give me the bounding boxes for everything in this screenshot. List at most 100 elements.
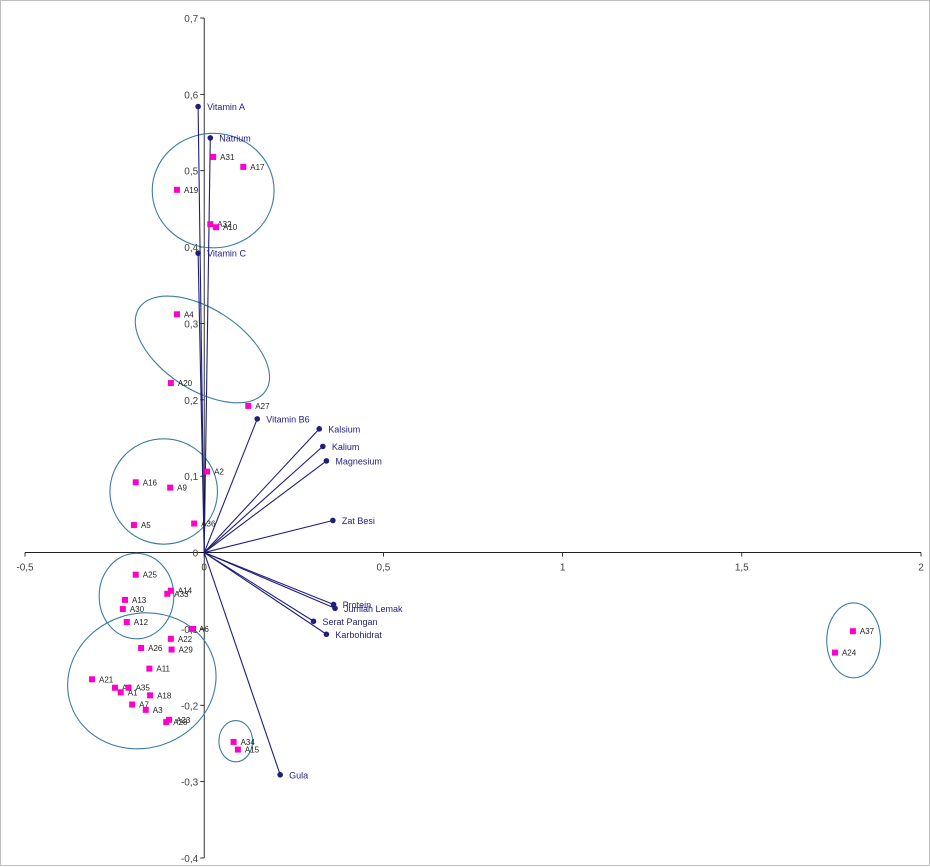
observation-label: A6 xyxy=(199,625,209,634)
observation-label: A3 xyxy=(153,706,163,715)
observation-point xyxy=(129,701,136,708)
x-tick-label: -0,5 xyxy=(16,563,34,574)
y-tick-label: 0,2 xyxy=(184,396,198,407)
observation-point xyxy=(240,163,247,170)
cluster-ellipse xyxy=(826,602,882,679)
observation-label: A28 xyxy=(173,718,188,727)
observation-point xyxy=(191,520,198,527)
observation-label: A14 xyxy=(178,587,193,596)
observation-point xyxy=(234,746,241,753)
observation-point xyxy=(132,479,139,486)
cluster-ellipse xyxy=(67,612,217,750)
observation-label: A4 xyxy=(184,310,194,319)
x-tick-labels: -0,5 0 0,5 1 1,5 2 xyxy=(16,563,924,574)
observation-point xyxy=(167,484,174,491)
variable-label: Protein xyxy=(343,600,372,610)
observation-label: A36 xyxy=(201,520,216,529)
y-tick-label: -0,2 xyxy=(181,701,199,712)
y-tick-label: 0,6 xyxy=(184,90,198,101)
variable-label: Natrium xyxy=(219,133,251,143)
y-tick-labels: 0,70,60,50,40,30,20,10-0,1-0,2-0,3-0,4 xyxy=(181,14,199,865)
observation-point xyxy=(146,665,153,672)
variable-point xyxy=(330,517,336,524)
variable-point xyxy=(332,605,338,612)
observation-point xyxy=(849,628,856,635)
observation-point xyxy=(117,689,124,696)
variable-label: Gula xyxy=(289,770,308,780)
axes xyxy=(24,17,922,859)
observation-label: A33 xyxy=(174,590,189,599)
cluster-ellipse xyxy=(218,719,254,763)
variable-vectors: Vitamin A Natrium Vitamin C Vitamin B6 Kalsi… xyxy=(195,102,403,780)
observation-label: A27 xyxy=(255,402,270,411)
variable-label: Karbohidrat xyxy=(335,630,382,640)
observation-point xyxy=(147,692,154,699)
observation-label: A25 xyxy=(143,571,158,580)
variable-vector xyxy=(203,445,324,553)
observation-label: A30 xyxy=(130,605,145,614)
observation-point xyxy=(125,684,132,691)
x-tick-label: 1 xyxy=(560,563,566,574)
observation-label: A29 xyxy=(179,646,194,655)
observation-point xyxy=(213,224,220,231)
observation-label: A5 xyxy=(141,521,151,530)
variable-point xyxy=(316,426,323,432)
cluster-ellipse xyxy=(151,132,275,249)
observation-point xyxy=(230,738,237,745)
variable-point xyxy=(320,443,326,450)
observation-point xyxy=(164,590,171,597)
cluster-ellipses xyxy=(67,132,882,763)
variable-vector xyxy=(204,519,333,554)
observation-point xyxy=(173,186,180,193)
variable-label: Zat Besi xyxy=(342,516,375,526)
observation-label: A26 xyxy=(148,644,163,653)
observation-point xyxy=(210,153,217,160)
variable-vector xyxy=(203,428,320,553)
y-tick-label: 0,1 xyxy=(184,472,198,483)
observation-label: A16 xyxy=(143,478,158,487)
variable-point xyxy=(310,618,317,625)
observation-point xyxy=(130,522,137,529)
variable-point xyxy=(323,458,330,464)
observation-label: A1 xyxy=(128,688,138,697)
variable-point xyxy=(277,771,283,778)
variable-label: Jumlah Lemak xyxy=(344,604,403,614)
observation-point xyxy=(138,645,145,651)
observation-point xyxy=(166,716,173,723)
y-tick-label: 0,4 xyxy=(184,243,198,254)
variable-vector xyxy=(203,460,327,553)
variable-point xyxy=(323,631,330,638)
variable-point xyxy=(195,250,201,256)
cluster-ellipse xyxy=(98,552,175,640)
observation-label: A31 xyxy=(220,153,235,162)
variable-point xyxy=(254,416,261,422)
observation-point xyxy=(167,587,174,594)
observation-label: A18 xyxy=(157,691,172,700)
observation-label: A9 xyxy=(177,484,187,493)
x-tick-label: 0,5 xyxy=(376,563,390,574)
cluster-ellipse xyxy=(109,438,219,545)
observation-label: A37 xyxy=(860,627,875,636)
observation-label: A7 xyxy=(139,701,149,710)
observation-label: A17 xyxy=(250,163,265,172)
variable-vector xyxy=(203,418,258,553)
observation-label: A35 xyxy=(136,684,151,693)
observation-point xyxy=(121,596,128,603)
observation-label: A15 xyxy=(245,746,260,755)
observation-label: A10 xyxy=(223,223,238,232)
observation-label: A21 xyxy=(99,675,114,684)
variable-vector xyxy=(203,552,327,635)
observation-label: A2 xyxy=(214,468,224,477)
observation-label: A13 xyxy=(132,596,147,605)
y-tick-label: -0,4 xyxy=(181,854,199,865)
observation-label: A20 xyxy=(178,379,193,388)
observation-point xyxy=(204,468,211,475)
variable-label: Magnesium xyxy=(335,456,382,466)
observation-label: A22 xyxy=(178,635,193,644)
observation-label: A34 xyxy=(241,738,256,747)
variable-vector xyxy=(203,552,336,609)
variable-label: Kalsium xyxy=(328,424,360,434)
